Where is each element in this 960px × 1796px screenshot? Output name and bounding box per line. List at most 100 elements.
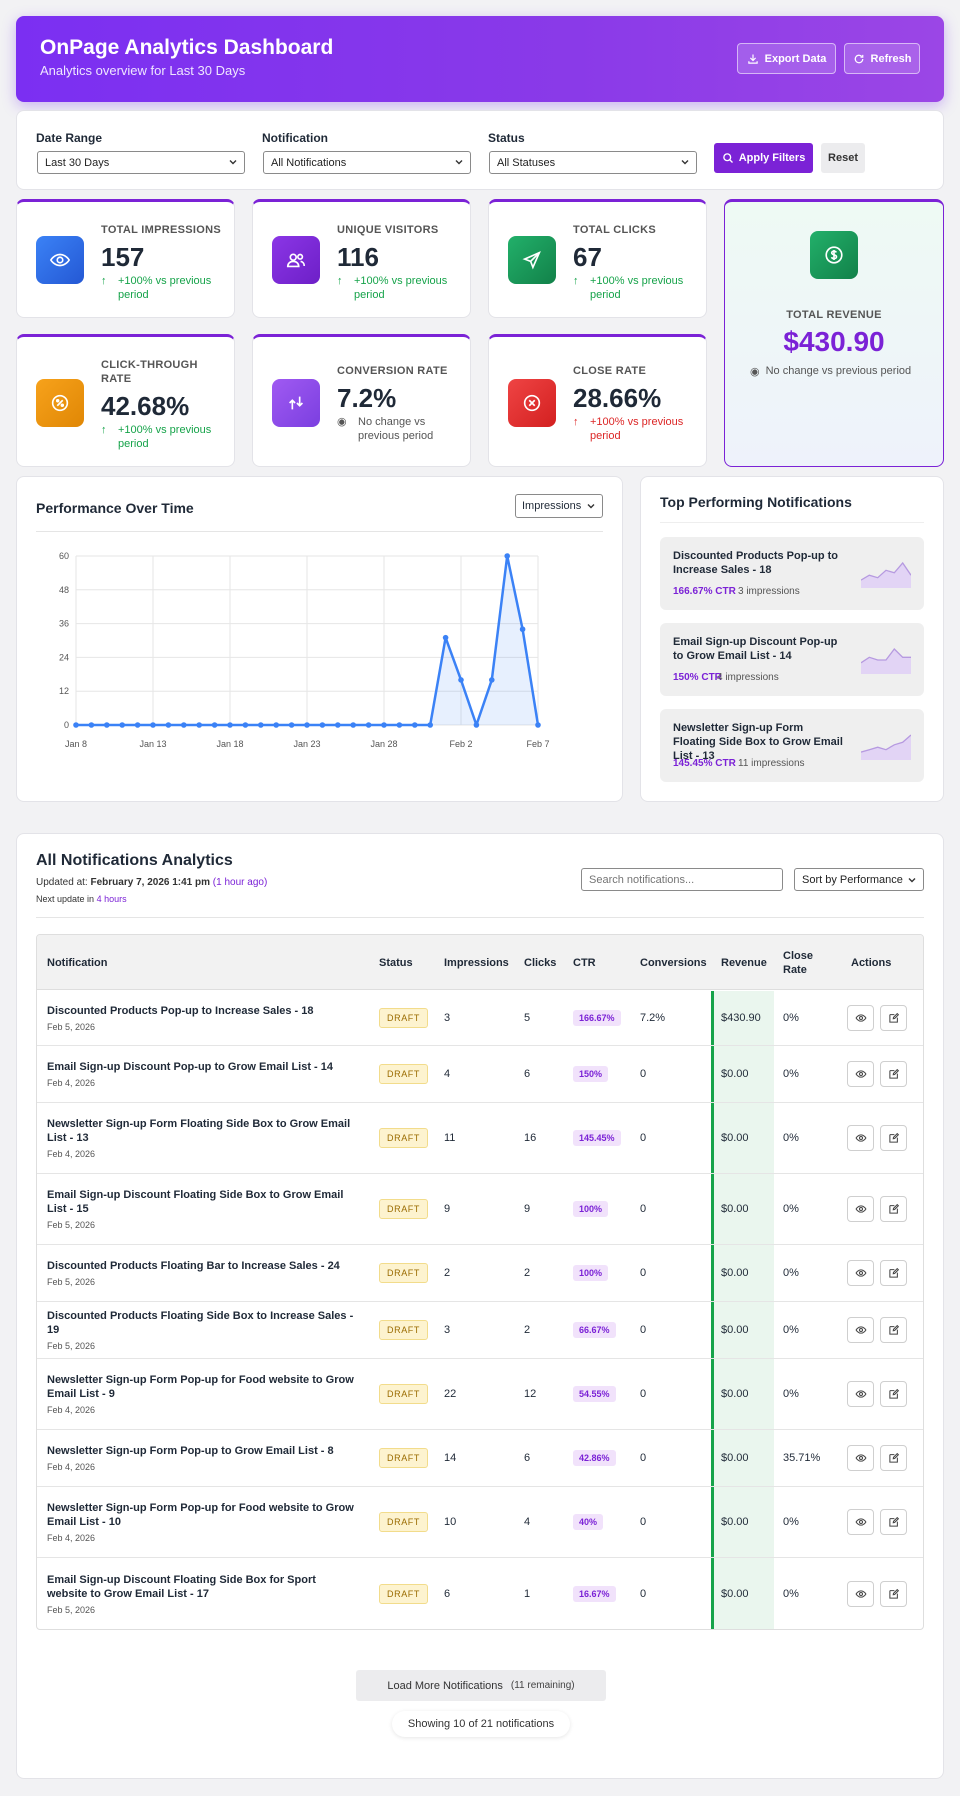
- top-performing-title: Top Performing Notifications: [660, 494, 852, 510]
- notification-date: Feb 4, 2026: [47, 1149, 96, 1159]
- edit-button[interactable]: [880, 1509, 907, 1535]
- next-update: Next update in 4 hours: [36, 894, 127, 904]
- status-cell: DRAFT: [379, 1430, 428, 1486]
- data-point: [427, 722, 434, 728]
- metric-select[interactable]: Impressions: [515, 494, 603, 518]
- edit-button[interactable]: [880, 1196, 907, 1222]
- chart-title: Performance Over Time: [36, 500, 194, 516]
- conversions-cell: 0: [640, 1324, 647, 1336]
- impressions-cell: 9: [444, 1203, 451, 1215]
- close-rate-cell: 0%: [783, 1388, 799, 1400]
- table-row: Email Sign-up Discount Floating Side Box…: [37, 1174, 923, 1245]
- reset-button[interactable]: Reset: [821, 143, 865, 173]
- edit-button[interactable]: [880, 1445, 907, 1471]
- data-point: [350, 722, 357, 728]
- edit-button[interactable]: [880, 1381, 907, 1407]
- column-header[interactable]: CTR: [573, 956, 596, 969]
- column-header[interactable]: Conversions: [640, 956, 707, 969]
- view-button[interactable]: [847, 1580, 874, 1607]
- stat-card-impressions: TOTAL IMPRESSIONS 157 ↑ +100% vs previous…: [16, 199, 235, 318]
- notification-name[interactable]: Newsletter Sign-up Form Pop-up to Grow E…: [47, 1445, 334, 1457]
- column-header[interactable]: Notification: [47, 956, 108, 969]
- view-button[interactable]: [847, 1317, 874, 1343]
- stat-card-conversion: CONVERSION RATE 7.2% ◉ No change vs previ…: [252, 334, 471, 467]
- data-point: [150, 722, 156, 728]
- top-item[interactable]: Email Sign-up Discount Pop-up to Grow Em…: [660, 623, 924, 696]
- impressions-cell: 6: [444, 1587, 451, 1600]
- view-button[interactable]: [847, 1509, 874, 1535]
- load-more-button[interactable]: Load More Notifications (11 remaining): [356, 1670, 606, 1701]
- clicks-cell: 5: [524, 1011, 531, 1024]
- top-item-name: Discounted Products Pop-up to Increase S…: [673, 550, 838, 576]
- ctr-badge: 42.86%: [573, 1450, 616, 1466]
- view-button[interactable]: [847, 1061, 874, 1087]
- view-button[interactable]: [847, 1381, 874, 1407]
- notification-name[interactable]: Email Sign-up Discount Pop-up to Grow Em…: [47, 1061, 334, 1073]
- impressions-cell: 11: [444, 1132, 456, 1144]
- clicks-cell: 12: [524, 1388, 537, 1400]
- edit-button[interactable]: [880, 1580, 907, 1607]
- view-button[interactable]: [847, 1125, 874, 1151]
- view-button[interactable]: [847, 1260, 874, 1286]
- notification-name[interactable]: Email Sign-up Discount Floating Side Box…: [47, 1189, 344, 1215]
- dollar-icon: [810, 231, 858, 279]
- notification-name[interactable]: Discounted Products Pop-up to Increase S…: [47, 1004, 314, 1017]
- notification-name[interactable]: Newsletter Sign-up Form Pop-up for Food …: [47, 1502, 354, 1528]
- close-rate-cell: 0%: [783, 1011, 799, 1024]
- notification-name[interactable]: Discounted Products Floating Side Box to…: [47, 1310, 354, 1336]
- top-item-ctr: 166.67% CTR: [673, 586, 736, 597]
- edit-button[interactable]: [880, 1260, 907, 1286]
- stat-change: ◉ No change vs previous period: [337, 416, 434, 442]
- notification-name[interactable]: Discounted Products Floating Bar to Incr…: [47, 1260, 340, 1272]
- notification-name[interactable]: Newsletter Sign-up Form Floating Side Bo…: [47, 1118, 351, 1144]
- column-header[interactable]: Status: [379, 956, 413, 969]
- showing-count: Showing 10 of 21 notifications: [392, 1711, 570, 1737]
- y-tick-label: 60: [59, 551, 69, 561]
- apply-filters-label: Apply Filters: [738, 152, 806, 164]
- x-tick-label: Jan 18: [216, 739, 243, 749]
- status-select[interactable]: All Statuses: [489, 151, 697, 174]
- x-tick-label: Jan 8: [65, 739, 87, 749]
- status-value: All Statuses: [497, 156, 556, 169]
- edit-button[interactable]: [880, 1061, 907, 1087]
- edit-button[interactable]: [880, 1004, 907, 1031]
- search-input[interactable]: [581, 868, 783, 891]
- export-data-button[interactable]: Export Data: [737, 43, 836, 74]
- view-button[interactable]: [847, 1004, 874, 1031]
- edit-button[interactable]: [880, 1125, 907, 1151]
- percent-icon: [36, 379, 84, 427]
- column-header[interactable]: Close Rate: [783, 949, 813, 976]
- impressions-cell: 4: [444, 1068, 451, 1080]
- apply-filters-button[interactable]: Apply Filters: [714, 143, 813, 173]
- column-header[interactable]: Revenue: [721, 956, 767, 969]
- view-button[interactable]: [847, 1196, 874, 1222]
- data-point: [73, 722, 79, 728]
- revenue-value: $430.90: [783, 326, 885, 357]
- status-cell: DRAFT: [379, 1245, 428, 1301]
- ctr-badge: 54.55%: [573, 1386, 616, 1402]
- edit-button[interactable]: [880, 1317, 907, 1343]
- impressions-cell: 2: [444, 1267, 451, 1279]
- top-item[interactable]: Newsletter Sign-up Form Floating Side Bo…: [660, 709, 924, 782]
- top-item-name: Newsletter Sign-up Form Floating Side Bo…: [673, 722, 843, 762]
- close-rate-cell: 0%: [783, 1267, 799, 1279]
- refresh-button[interactable]: Refresh: [844, 43, 920, 74]
- chevron-down-icon: [229, 160, 237, 165]
- sort-select[interactable]: Sort by Performance: [794, 868, 924, 891]
- column-header[interactable]: Clicks: [524, 956, 557, 969]
- notification-select[interactable]: All Notifications: [263, 151, 471, 174]
- date-range-select[interactable]: Last 30 Days: [37, 151, 245, 174]
- y-tick-label: 12: [59, 686, 69, 696]
- notification-name[interactable]: Email Sign-up Discount Floating Side Box…: [47, 1573, 316, 1600]
- notification-name[interactable]: Newsletter Sign-up Form Pop-up for Food …: [47, 1374, 354, 1400]
- notification-date: Feb 4, 2026: [47, 1405, 96, 1415]
- top-item[interactable]: Discounted Products Pop-up to Increase S…: [660, 537, 924, 610]
- data-point: [442, 634, 449, 641]
- view-button[interactable]: [847, 1445, 874, 1471]
- top-item-name: Email Sign-up Discount Pop-up to Grow Em…: [673, 636, 838, 662]
- actions-cell: [847, 1103, 907, 1173]
- data-point: [519, 626, 526, 633]
- column-header[interactable]: Impressions: [444, 956, 509, 969]
- ctr-badge: 150%: [573, 1066, 609, 1082]
- eye-icon: [855, 1013, 866, 1022]
